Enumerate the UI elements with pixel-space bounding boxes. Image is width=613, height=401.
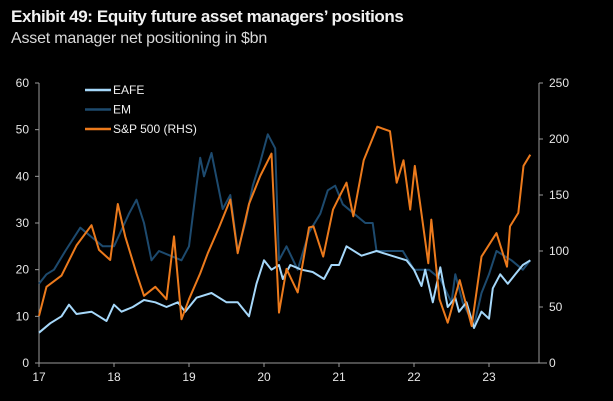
right-tick-label: 250 — [549, 76, 569, 90]
left-tick-label: 30 — [16, 216, 30, 230]
right-tick-label: 100 — [549, 244, 569, 258]
legend-label: EM — [113, 103, 131, 117]
x-tick-label: 19 — [182, 370, 196, 384]
left-tick-label: 0 — [22, 356, 29, 370]
series-line-em — [38, 133, 532, 327]
legend-label: EAFE — [113, 83, 144, 97]
right-tick-label: 150 — [549, 188, 569, 202]
left-tick-label: 10 — [16, 309, 30, 323]
x-tick-label: 22 — [407, 370, 421, 384]
x-tick-label: 20 — [257, 370, 271, 384]
axes: 0 10 20 30 40 50 60 0 50 100 150 200 250 17 18 19 20 21 22… — [16, 76, 570, 384]
chart-title: Exhibit 49: Equity future asset managers… — [11, 7, 404, 26]
x-tick-label: 17 — [32, 370, 46, 384]
legend-label: S&P 500 (RHS) — [113, 122, 197, 136]
left-tick-label: 60 — [16, 76, 30, 90]
x-tick-label: 23 — [482, 370, 496, 384]
left-tick-label: 40 — [16, 169, 30, 183]
right-tick-label: 200 — [549, 132, 569, 146]
legend: EAFE EM S&P 500 (RHS) — [85, 83, 197, 136]
chart-subtitle: Asset manager net positioning in $bn — [11, 30, 268, 47]
series-line-s-p-500-rhs — [38, 125, 532, 327]
right-tick-label: 50 — [549, 300, 563, 314]
right-tick-label: 0 — [549, 356, 556, 370]
left-tick-label: 20 — [16, 263, 30, 277]
x-tick-label: 18 — [107, 370, 121, 384]
x-tick-label: 21 — [332, 370, 346, 384]
left-tick-label: 50 — [16, 123, 30, 137]
series-lines — [38, 125, 532, 334]
